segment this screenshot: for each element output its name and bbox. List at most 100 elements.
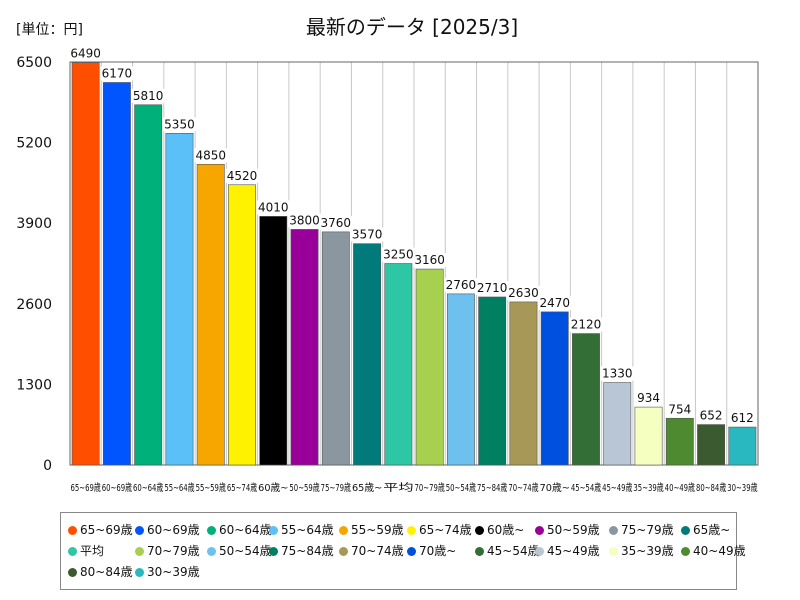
bar-15 (509, 301, 538, 466)
y-tick-label: 5200 (16, 136, 52, 152)
legend-item: 75~84歳 (269, 543, 334, 560)
legend-item: 65~74歳 (407, 522, 472, 539)
legend-label: 80~84歳 (80, 565, 133, 579)
value-label-bg (600, 366, 634, 381)
legend-item: 45~49歳 (535, 543, 600, 560)
legend-label: 45~54歳 (487, 544, 540, 558)
unit-label: [単位：円] (16, 22, 83, 38)
bar-22 (728, 426, 757, 466)
legend-swatch (407, 547, 416, 556)
y-tick-label: 6500 (16, 55, 52, 71)
legend-label: 55~64歳 (281, 523, 334, 537)
value-label: 2760 (446, 278, 477, 292)
value-label-bg (163, 117, 196, 132)
grid-lines (100, 62, 728, 465)
value-label: 3250 (383, 248, 414, 262)
x-tick-label: 60~64歳 (133, 482, 163, 494)
chart-title: 最新のデータ [2025/3] (306, 15, 518, 39)
legend-label: 60~69歳 (147, 523, 200, 537)
legend-swatch (269, 547, 278, 556)
bar-1 (71, 62, 100, 466)
value-label: 652 (700, 409, 723, 423)
value-label-bg (319, 215, 353, 230)
bar-21 (697, 424, 726, 466)
legend-swatch (269, 526, 278, 535)
legend-item: 65歳~ (681, 522, 730, 539)
legend-label: 70~74歳 (351, 544, 404, 558)
value-label-bg (413, 253, 447, 268)
legend-swatch (681, 526, 690, 535)
legend-label: 60歳~ (487, 523, 525, 537)
legend-item: 60~64歳 (207, 522, 272, 539)
x-tick-label: 30~39歳 (727, 482, 757, 494)
legend-item: 40~49歳 (681, 543, 746, 560)
bar-20 (665, 417, 694, 466)
legend-label: 50~54歳 (219, 544, 272, 558)
value-label-bg (69, 46, 103, 61)
legend-swatch (407, 526, 416, 535)
x-tick-label: 75~79歳 (321, 482, 351, 494)
legend-swatch (609, 526, 618, 535)
value-label: 2630 (508, 286, 539, 300)
value-label: 3570 (352, 228, 383, 242)
value-label-bg (698, 408, 724, 423)
value-label: 2470 (539, 296, 570, 310)
value-label: 934 (637, 391, 660, 405)
bar-2 (102, 82, 131, 466)
value-label-bg (729, 411, 756, 426)
legend-item: 平均 (68, 543, 104, 560)
value-label-bg (475, 280, 509, 295)
bar-8 (290, 229, 319, 466)
bar-13 (446, 293, 475, 466)
value-label: 6170 (102, 66, 133, 80)
x-tick-label: 70歳~ (540, 482, 570, 494)
legend-label: 平均 (80, 544, 105, 558)
x-tick-label: 55~64歳 (164, 482, 194, 494)
legend-item: 70歳~ (407, 543, 456, 560)
value-label: 2120 (571, 318, 602, 332)
value-label: 612 (731, 411, 754, 425)
bar-19 (634, 406, 663, 466)
legend-swatch (339, 547, 348, 556)
legend-label: 40~49歳 (693, 544, 746, 558)
value-label: 1330 (602, 367, 633, 381)
legend-item: 45~54歳 (475, 543, 540, 560)
x-tick-label: 50~54歳 (446, 482, 476, 494)
legend-swatch (68, 568, 77, 577)
bar-7 (259, 216, 288, 466)
bar-9 (321, 231, 350, 466)
legend-item: 35~39歳 (609, 543, 674, 560)
y-axis-ticks: 0 1300 2600 3900 5200 6500 (16, 55, 52, 474)
x-tick-label: 35~39歳 (633, 482, 663, 494)
legend-swatch (135, 547, 144, 556)
value-label-bg (288, 213, 321, 228)
legend-item: 75~79歳 (609, 522, 674, 539)
legend-item: 60歳~ (475, 522, 524, 539)
y-tick-label: 1300 (16, 377, 52, 393)
value-label: 6490 (70, 47, 101, 61)
legend-label: 50~59歳 (547, 523, 600, 537)
x-tick-label: 70~79歳 (415, 482, 445, 494)
bar-11 (384, 263, 413, 466)
value-label-bg (350, 227, 384, 242)
legend-label: 30~39歳 (147, 565, 200, 579)
legend-swatch (207, 547, 216, 556)
x-tick-label: 60歳~ (258, 482, 288, 494)
value-label: 2710 (477, 281, 508, 295)
value-label-bg (635, 391, 662, 406)
legend-swatch (475, 547, 484, 556)
legend-label: 70歳~ (419, 544, 457, 558)
x-tick-label: 65~69歳 (71, 482, 101, 494)
legend-item: 55~64歳 (269, 522, 334, 539)
value-label-bg (131, 88, 165, 103)
bar-18 (603, 382, 632, 466)
legend-swatch (535, 526, 544, 535)
y-tick-label: 3900 (16, 216, 52, 232)
x-tick-label: 45~54歳 (571, 482, 601, 494)
legend-label: 65~74歳 (419, 523, 472, 537)
x-axis-ticks: 65~69歳60~69歳60~64歳55~64歳55~59歳65~74歳60歳~… (71, 482, 758, 494)
legend: 65~69歳 60~69歳 60~64歳 55~64歳 55~59歳 65~74歳 60歳~… (60, 512, 746, 590)
legend-swatch (135, 526, 144, 535)
legend-item: 60~69歳 (135, 522, 200, 539)
